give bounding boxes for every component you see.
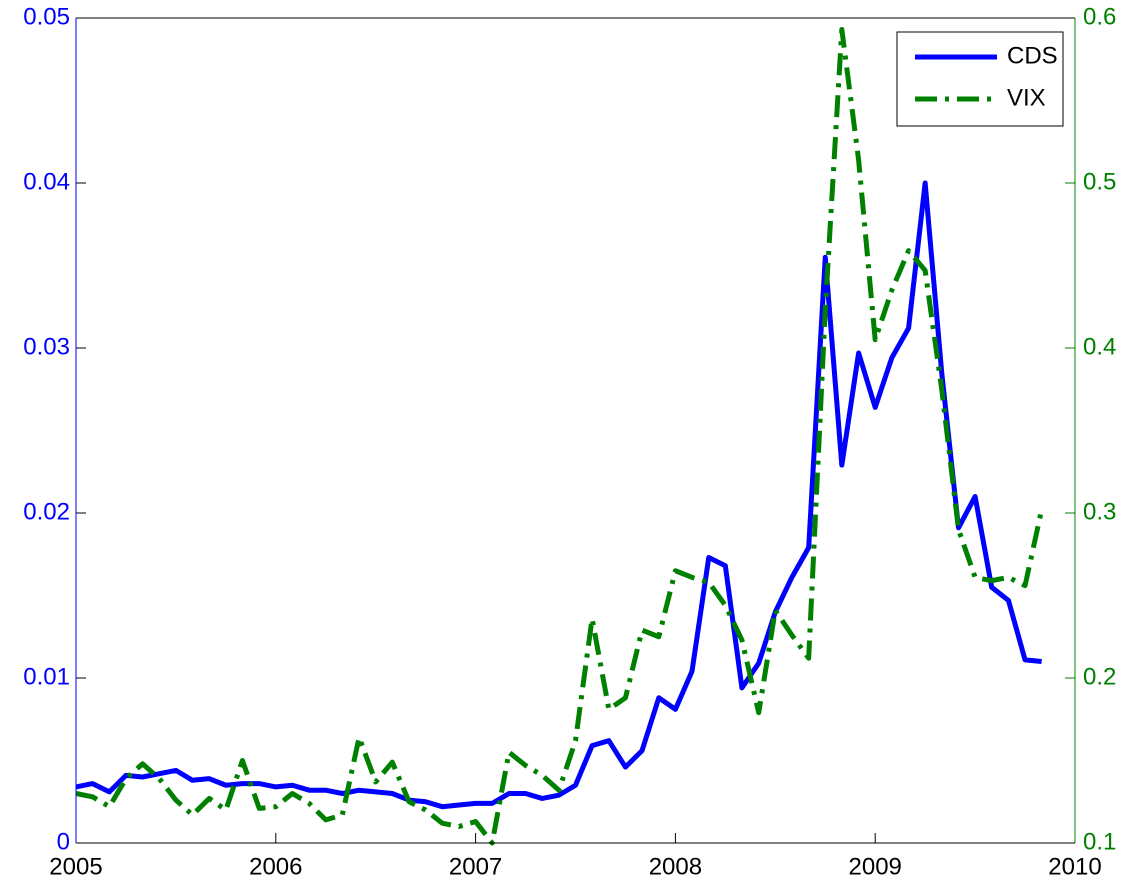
x-tick-label: 2005: [49, 853, 102, 880]
y-tick-label: 0.04: [23, 168, 70, 195]
y2-tick-label: 0.1: [1083, 828, 1116, 855]
legend-label: VIX: [1007, 84, 1046, 111]
x-tick-label: 2007: [449, 853, 502, 880]
plot-area: [76, 18, 1075, 843]
legend-box: [896, 31, 1064, 127]
series-line: [75, 27, 1045, 846]
y-tick-label: 0.01: [23, 663, 70, 690]
y2-tick-label: 0.4: [1083, 333, 1116, 360]
y-tick-label: 0: [57, 828, 70, 855]
x-tick-label: 2006: [249, 853, 302, 880]
y-tick-label: 0.02: [23, 498, 70, 525]
x-tick-label: 2009: [849, 853, 902, 880]
series-line: [75, 180, 1042, 810]
y-tick-label: 0.05: [23, 3, 70, 30]
y2-tick-label: 0.5: [1083, 168, 1116, 195]
y2-tick-label: 0.3: [1083, 498, 1116, 525]
x-tick-label: 2008: [649, 853, 702, 880]
y-tick-label: 0.03: [23, 333, 70, 360]
y2-tick-label: 0.2: [1083, 663, 1116, 690]
legend-label: CDS: [1007, 42, 1058, 69]
y2-tick-label: 0.6: [1083, 3, 1116, 30]
x-tick-label: 2010: [1048, 853, 1101, 880]
